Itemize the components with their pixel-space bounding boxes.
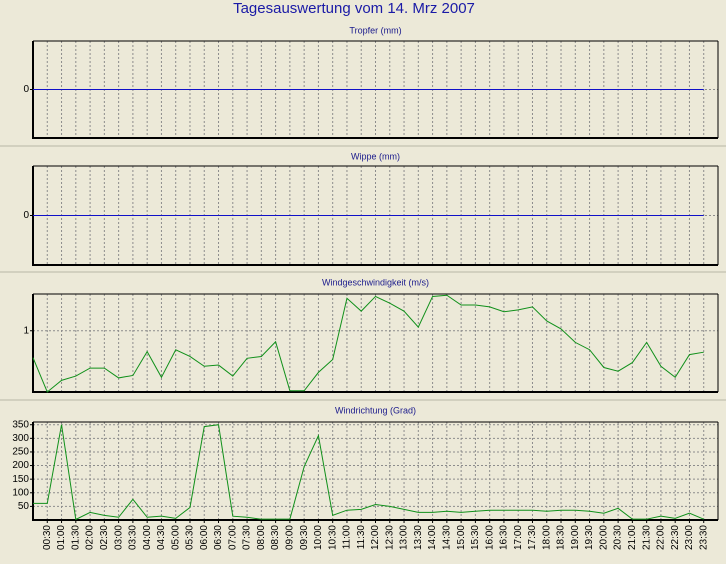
x-tick-label: 16:00 bbox=[484, 525, 495, 550]
x-tick-label: 18:30 bbox=[556, 525, 567, 550]
x-tick-label: 02:00 bbox=[85, 525, 96, 550]
data-line bbox=[32, 294, 704, 393]
x-tick-label: 08:30 bbox=[270, 525, 281, 550]
x-tick-label: 22:30 bbox=[670, 525, 681, 550]
x-tick-label: 01:30 bbox=[70, 525, 81, 550]
x-tick-label: 02:30 bbox=[99, 525, 110, 550]
panel-title: Windrichtung (Grad) bbox=[335, 405, 416, 415]
x-tick-label: 23:30 bbox=[698, 525, 709, 550]
x-tick-label: 11:30 bbox=[356, 525, 367, 550]
y-tick-label: 200 bbox=[12, 460, 29, 471]
data-line bbox=[33, 424, 704, 521]
x-tick-label: 09:30 bbox=[299, 525, 310, 550]
x-tick-label: 09:00 bbox=[285, 525, 296, 550]
panel-title: Tropfer (mm) bbox=[349, 25, 401, 35]
y-tick-label: 50 bbox=[18, 501, 30, 512]
y-tick-label: 350 bbox=[12, 419, 29, 430]
y-tick-label: 300 bbox=[12, 433, 29, 444]
x-tick-label: 04:30 bbox=[156, 525, 167, 550]
x-tick-label: 00:30 bbox=[42, 525, 53, 550]
x-tick-label: 16:30 bbox=[499, 525, 510, 550]
x-tick-label: 12:30 bbox=[384, 525, 395, 550]
x-tick-label: 17:00 bbox=[513, 525, 524, 550]
x-tick-label: 03:30 bbox=[128, 525, 139, 550]
x-tick-label: 23:00 bbox=[684, 525, 695, 550]
y-tick-label: 1 bbox=[23, 325, 29, 336]
x-tick-label: 13:00 bbox=[399, 525, 410, 550]
x-tick-label: 10:30 bbox=[327, 525, 338, 550]
x-tick-label: 06:00 bbox=[199, 525, 210, 550]
x-tick-label: 15:30 bbox=[470, 525, 481, 550]
y-tick-label: 150 bbox=[12, 474, 29, 485]
x-tick-label: 10:00 bbox=[313, 525, 324, 550]
x-tick-label: 08:00 bbox=[256, 525, 267, 550]
x-tick-label: 11:00 bbox=[342, 525, 353, 550]
x-tick-label: 03:00 bbox=[113, 525, 124, 550]
x-tick-label: 17:30 bbox=[527, 525, 538, 550]
x-tick-label: 22:00 bbox=[656, 525, 667, 550]
page-title: Tagesauswertung vom 14. Mrz 2007 bbox=[233, 0, 475, 17]
x-tick-label: 14:00 bbox=[427, 525, 438, 550]
x-tick-label: 18:00 bbox=[541, 525, 552, 550]
x-tick-label: 05:00 bbox=[170, 525, 181, 550]
x-tick-label: 15:00 bbox=[456, 525, 467, 550]
y-tick-label: 250 bbox=[12, 447, 29, 458]
x-tick-label: 05:30 bbox=[185, 525, 196, 550]
x-tick-label: 13:30 bbox=[413, 525, 424, 550]
x-tick-label: 07:30 bbox=[242, 525, 253, 550]
x-tick-label: 14:30 bbox=[441, 525, 452, 550]
x-tick-label: 21:00 bbox=[627, 525, 638, 550]
x-tick-label: 01:00 bbox=[56, 525, 67, 550]
y-tick-label: 100 bbox=[12, 487, 29, 498]
panel-title: Wippe (mm) bbox=[351, 151, 400, 161]
x-tick-label: 07:00 bbox=[227, 525, 238, 550]
panel-title: Windgeschwindigkeit (m/s) bbox=[322, 277, 429, 287]
y-tick-label: 0 bbox=[23, 210, 29, 221]
x-tick-label: 20:30 bbox=[613, 525, 624, 550]
x-tick-label: 12:00 bbox=[370, 525, 381, 550]
x-tick-label: 19:00 bbox=[570, 525, 581, 550]
x-tick-label: 04:00 bbox=[142, 525, 153, 550]
x-tick-label: 20:00 bbox=[598, 525, 609, 550]
y-tick-label: 0 bbox=[23, 84, 29, 95]
x-tick-label: 19:30 bbox=[584, 525, 595, 550]
x-tick-label: 06:30 bbox=[213, 525, 224, 550]
x-tick-label: 21:30 bbox=[641, 525, 652, 550]
